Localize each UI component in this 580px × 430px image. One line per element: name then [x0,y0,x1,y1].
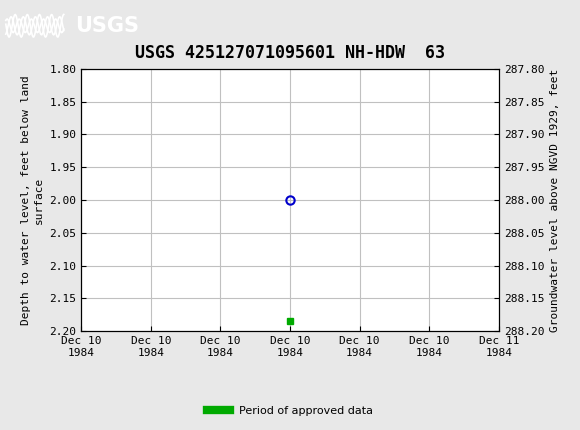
Y-axis label: Depth to water level, feet below land
surface: Depth to water level, feet below land su… [20,75,44,325]
Y-axis label: Groundwater level above NGVD 1929, feet: Groundwater level above NGVD 1929, feet [550,68,560,332]
Text: USGS: USGS [75,16,139,36]
Text: USGS 425127071095601 NH-HDW  63: USGS 425127071095601 NH-HDW 63 [135,44,445,62]
Legend: Period of approved data: Period of approved data [203,401,377,420]
